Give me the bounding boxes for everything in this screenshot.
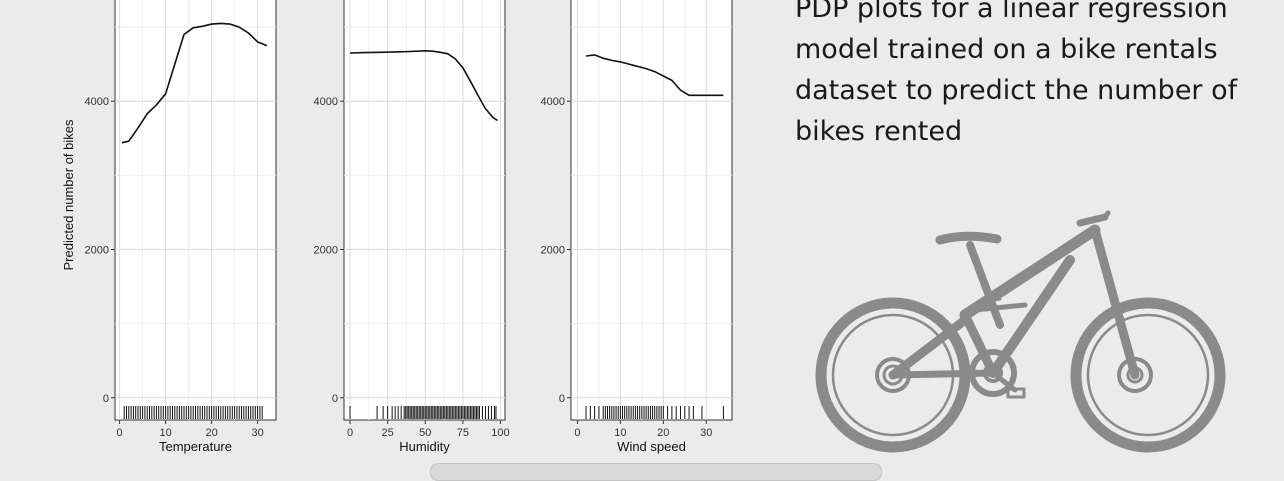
pdp-line	[585, 54, 724, 97]
plot-area	[570, 0, 733, 421]
x-tick-label: 75	[457, 427, 469, 439]
x-tick-label: 30	[700, 427, 712, 439]
x-tick-label: 10	[614, 427, 626, 439]
y-tick-label: 0	[559, 393, 565, 405]
y-tick-label: 0	[103, 393, 109, 405]
x-tick-label: 30	[251, 427, 263, 439]
pdp-panel-2: 0 25 50 75 100 0 2000 4000 Humidity	[314, 0, 510, 454]
pdp-line	[349, 49, 498, 122]
x-tick-label: 0	[117, 427, 123, 439]
y-tick-label: 2000	[314, 244, 338, 256]
x-tick-label: 25	[382, 427, 394, 439]
y-tick-label: 0	[332, 393, 338, 405]
x-axis-title: Wind speed	[617, 439, 686, 454]
pdp-panel-3: 0 10 20 30 0 2000 4000 Wind speed	[541, 0, 733, 454]
y-tick-label: 4000	[541, 96, 565, 108]
x-tick-label: 0	[574, 427, 580, 439]
x-tick-label: 20	[205, 427, 217, 439]
pdp-panel-1: 0 10 20 30 0 2000 4000 Temperature Predicted num…	[61, 0, 277, 454]
y-tick-label: 2000	[85, 244, 109, 256]
x-axis-title: Humidity	[399, 439, 450, 454]
description-text: PDP plots for a linear regression model …	[795, 0, 1238, 147]
x-axis-title: Temperature	[159, 439, 232, 454]
x-tick-label: 50	[419, 427, 431, 439]
pdp-line	[121, 22, 268, 144]
plot-area	[343, 0, 506, 421]
x-tick-label: 100	[491, 427, 509, 439]
bicycle-illustration	[815, 210, 1226, 453]
y-axis-title: Predicted number of bikes	[61, 119, 76, 271]
x-tick-label: 10	[159, 427, 171, 439]
x-tick-label: 0	[347, 427, 353, 439]
y-tick-label: 4000	[314, 96, 338, 108]
plot-area	[114, 0, 277, 421]
y-tick-label: 2000	[541, 244, 565, 256]
x-tick-label: 20	[657, 427, 669, 439]
video-scrubber[interactable]	[430, 463, 882, 481]
y-tick-label: 4000	[85, 96, 109, 108]
